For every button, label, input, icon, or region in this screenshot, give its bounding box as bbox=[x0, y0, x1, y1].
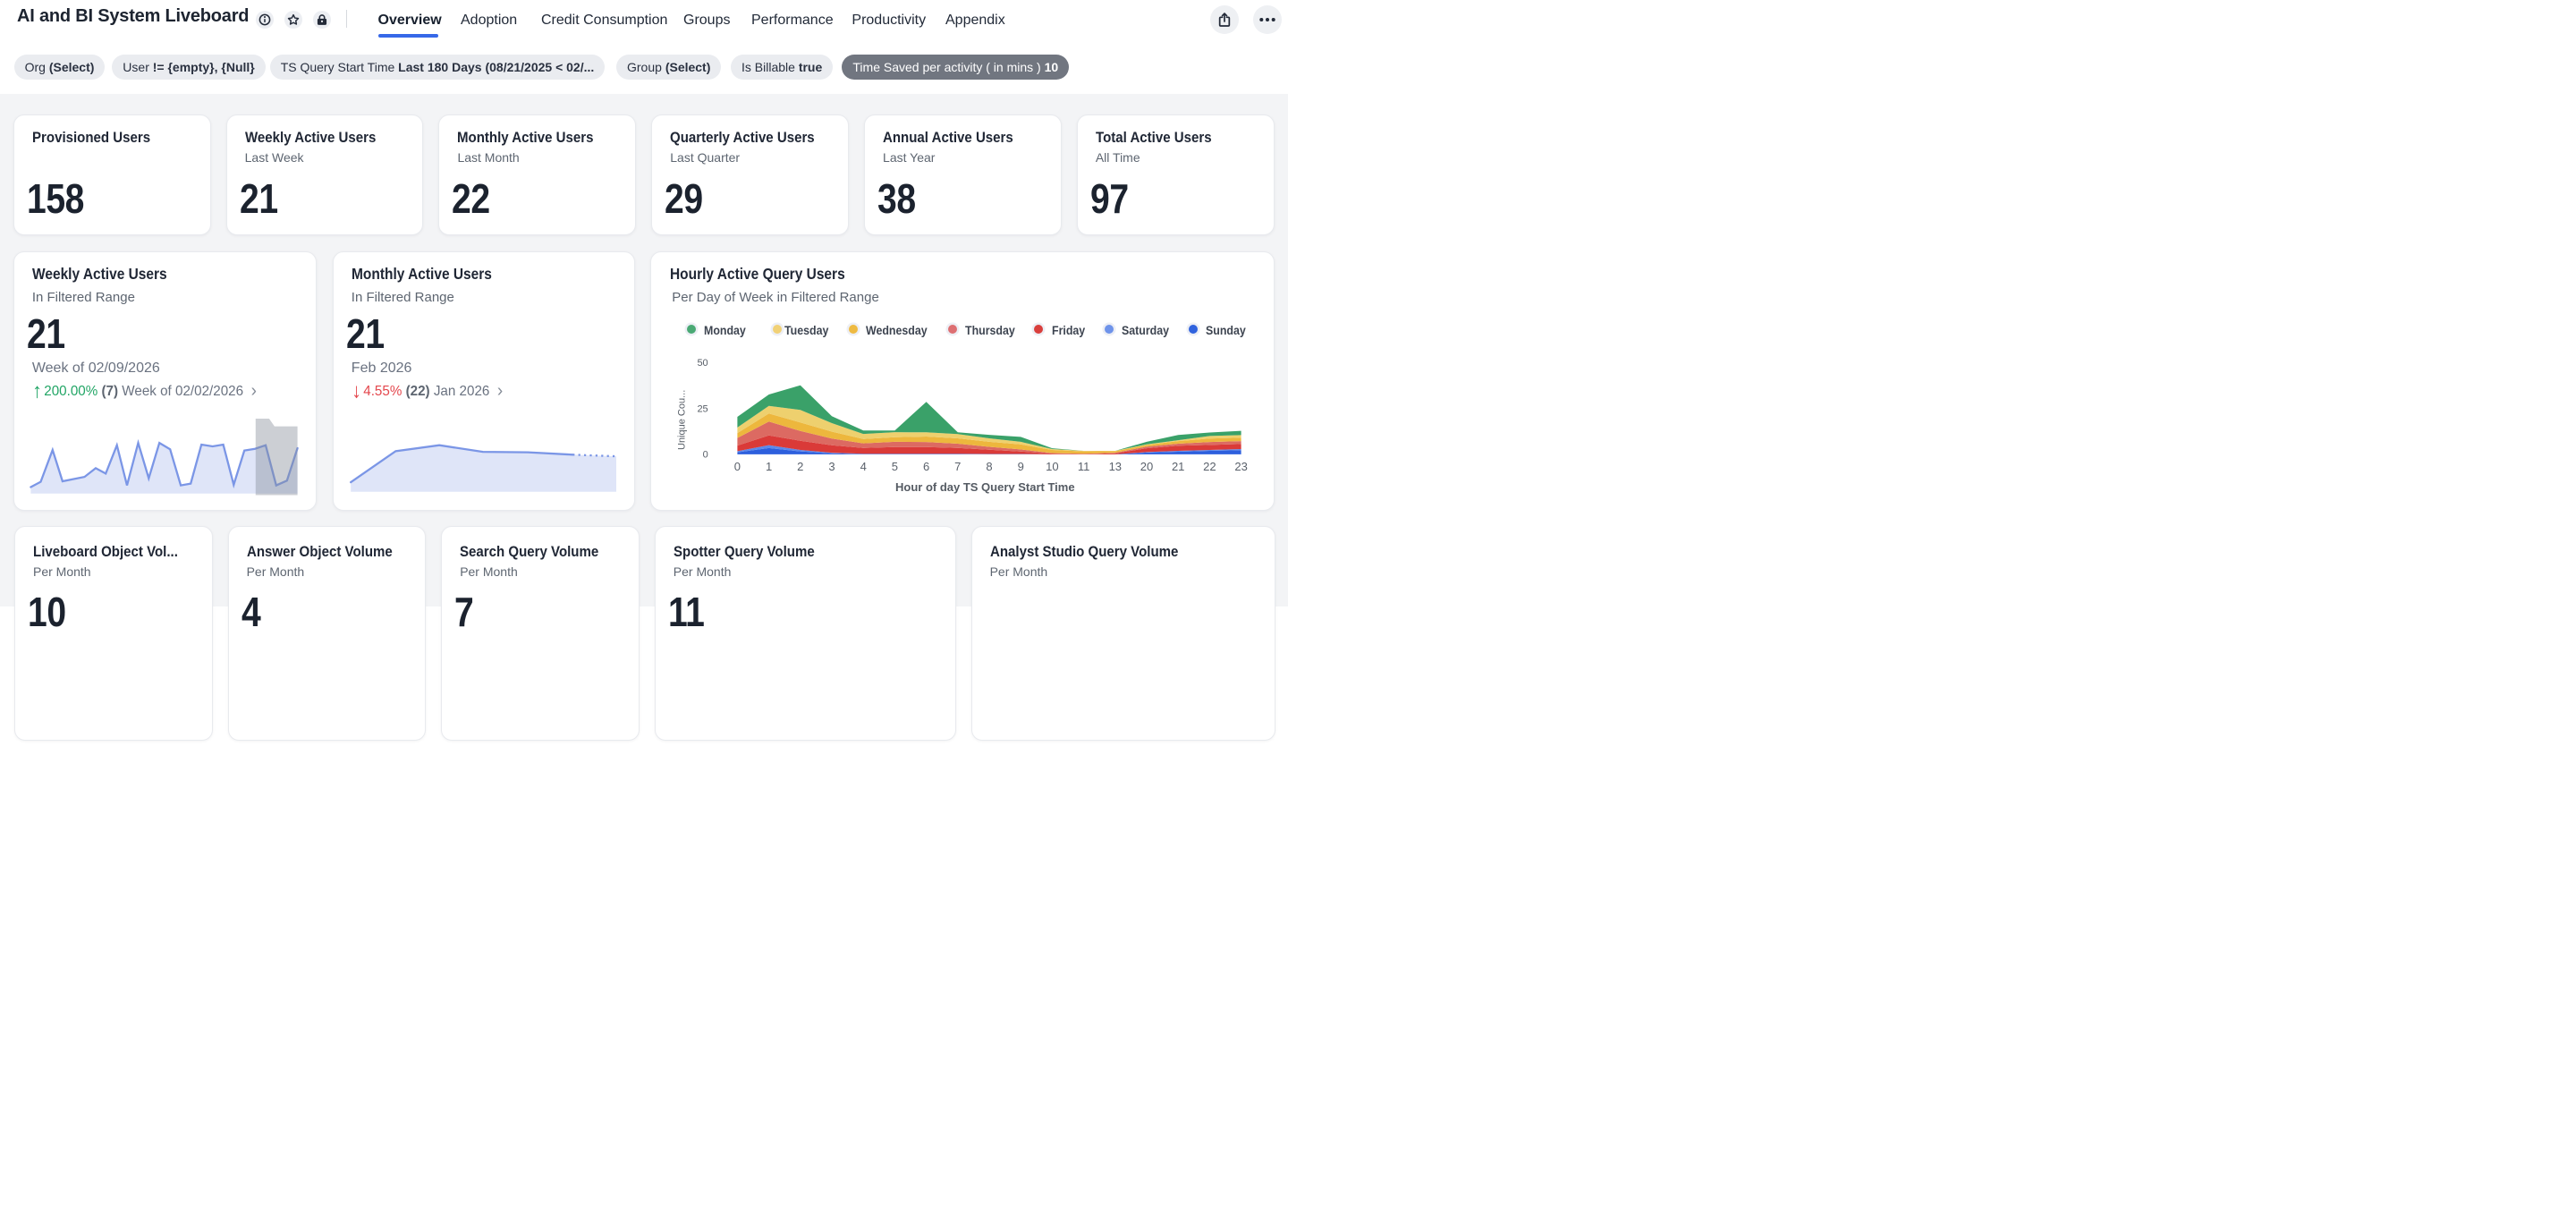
svg-text:0: 0 bbox=[734, 460, 741, 473]
svg-text:21: 21 bbox=[1172, 460, 1184, 473]
svg-text:13: 13 bbox=[1109, 460, 1122, 473]
svg-text:11: 11 bbox=[1078, 460, 1090, 473]
svg-text:5: 5 bbox=[892, 460, 898, 473]
svg-text:4: 4 bbox=[860, 460, 867, 473]
svg-text:Hour of day TS Query Start Tim: Hour of day TS Query Start Time bbox=[895, 479, 1075, 493]
svg-text:22: 22 bbox=[1203, 460, 1216, 473]
svg-text:10: 10 bbox=[1046, 460, 1058, 473]
svg-text:2: 2 bbox=[797, 460, 803, 473]
svg-text:0: 0 bbox=[703, 449, 708, 460]
svg-text:7: 7 bbox=[954, 460, 961, 473]
svg-text:6: 6 bbox=[923, 460, 929, 473]
svg-text:23: 23 bbox=[1235, 460, 1248, 473]
svg-text:25: 25 bbox=[698, 403, 708, 414]
svg-text:1: 1 bbox=[766, 460, 772, 473]
svg-text:20: 20 bbox=[1140, 460, 1153, 473]
svg-text:9: 9 bbox=[1018, 460, 1024, 473]
svg-text:8: 8 bbox=[987, 460, 993, 473]
svg-text:3: 3 bbox=[829, 460, 835, 473]
svg-text:50: 50 bbox=[698, 358, 708, 369]
svg-text:Unique Cou...: Unique Cou... bbox=[677, 389, 688, 449]
